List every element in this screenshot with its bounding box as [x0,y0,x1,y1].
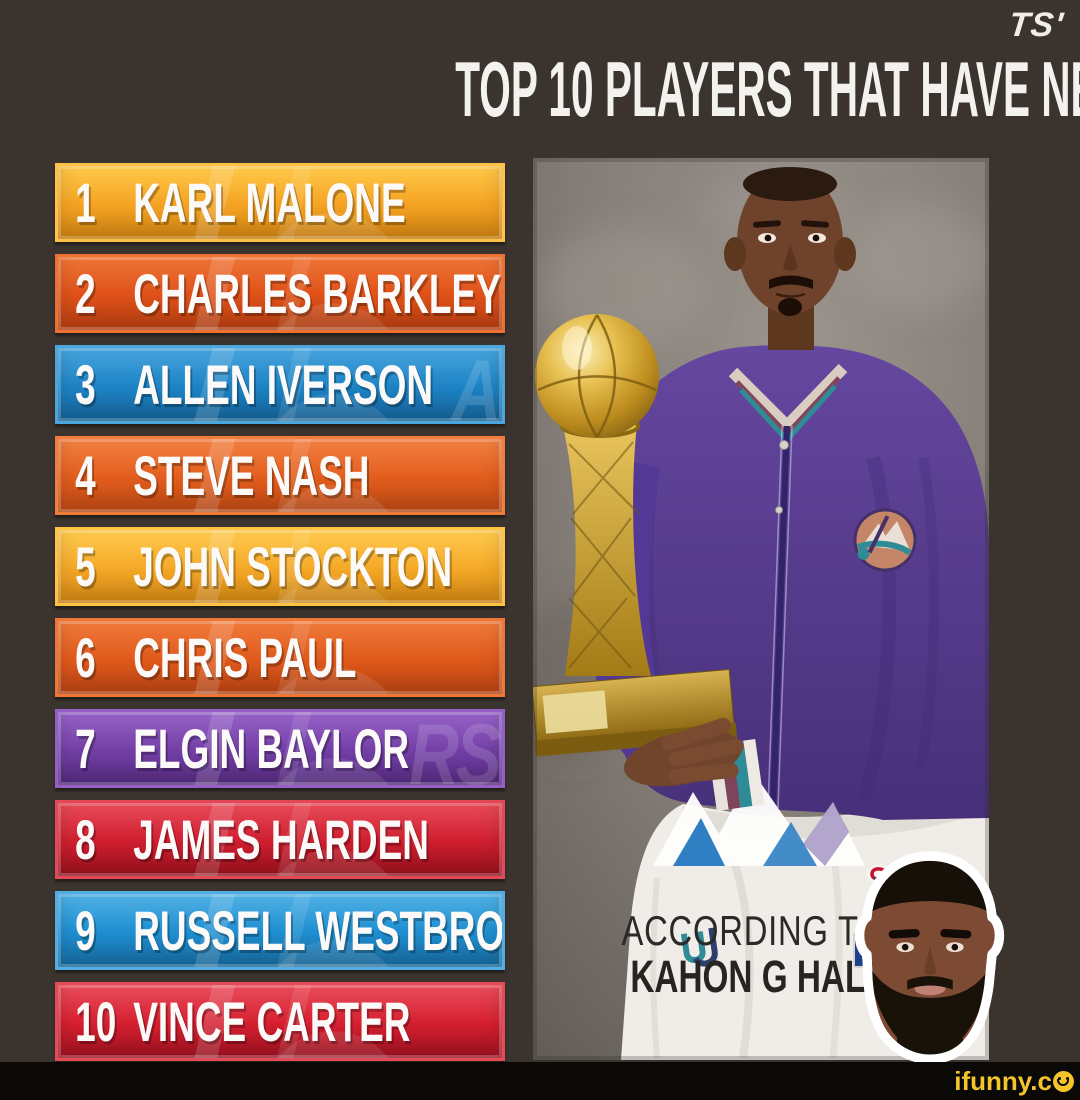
ghost-texture-letters: RS [408,709,501,788]
ifunny-watermark-text: ifunny.c [954,1066,1052,1096]
ranking-row-1: 1 KARL MALONE [55,163,505,242]
according-to-caption: ACCORDING TO: KAHON G HALL [543,907,973,1002]
page-title-text: TOP 10 PLAYERS THAT HAVE NEVER WON A RIN… [455,45,1080,133]
rank-number: 10 [75,990,117,1053]
rank-number: 4 [75,444,96,507]
ranking-row-3: A 3 ALLEN IVERSON [55,345,505,424]
kahon-face-cutout [851,851,1009,1064]
rank-number: 6 [75,626,96,689]
player-name: KARL MALONE [133,171,406,234]
player-name: CHRIS PAUL [133,626,357,689]
ifunny-watermark: ifunny.c [954,1066,1074,1097]
ranking-row-8: 8 JAMES HARDEN [55,800,505,879]
mountain-motif [653,772,865,866]
footer-bar: ifunny.c [0,1062,1080,1100]
rank-number: 7 [75,717,96,780]
rank-number: 3 [75,353,96,416]
rank-number: 5 [75,535,96,598]
player-name: JOHN STOCKTON [133,535,453,598]
player-name: STEVE NASH [133,444,370,507]
caption-prefix: ACCORDING TO: [621,907,895,954]
player-name: CHARLES BARKLEY [133,262,501,325]
karl-malone-head [724,167,856,350]
player-name: RUSSELL WESTBROOK [133,899,505,962]
player-illustration [533,158,989,1060]
hand [624,717,744,787]
rank-number: 9 [75,899,96,962]
rank-number: 8 [75,808,96,871]
rank-number: 1 [75,171,96,234]
uj-pants-logo [680,927,718,967]
ranking-row-5: 5 JOHN STOCKTON [55,527,505,606]
caption-name: KAHON G HALL [630,951,886,1002]
ranking-row-2: 2 CHARLES BARKLEY [55,254,505,333]
ranking-row-7: RS 7 ELGIN BAYLOR [55,709,505,788]
player-name: ALLEN IVERSON [133,353,434,416]
ranking-row-4: 4 STEVE NASH [55,436,505,515]
ghost-texture-letters: A [451,345,502,424]
rank-number: 2 [75,262,96,325]
player-name: ELGIN BAYLOR [133,717,410,780]
page-title: TOP 10 PLAYERS THAT HAVE NEVER WON A RIN… [0,44,1080,133]
player-name: JAMES HARDEN [133,808,429,871]
smiley-icon [1053,1071,1074,1092]
player-name: VINCE CARTER [133,990,411,1053]
trophy-icon [533,314,738,757]
jazz-logo [853,508,917,572]
ranking-row-10: 10 VINCE CARTER [55,982,505,1061]
face-sticker-illustration [854,851,1005,1064]
ranking-row-6: 6 CHRIS PAUL [55,618,505,697]
ranking-row-9: 9 RUSSELL WESTBROOK [55,891,505,970]
karl-malone-photo: ACCORDING TO: KAHON G HALL [533,158,989,1060]
